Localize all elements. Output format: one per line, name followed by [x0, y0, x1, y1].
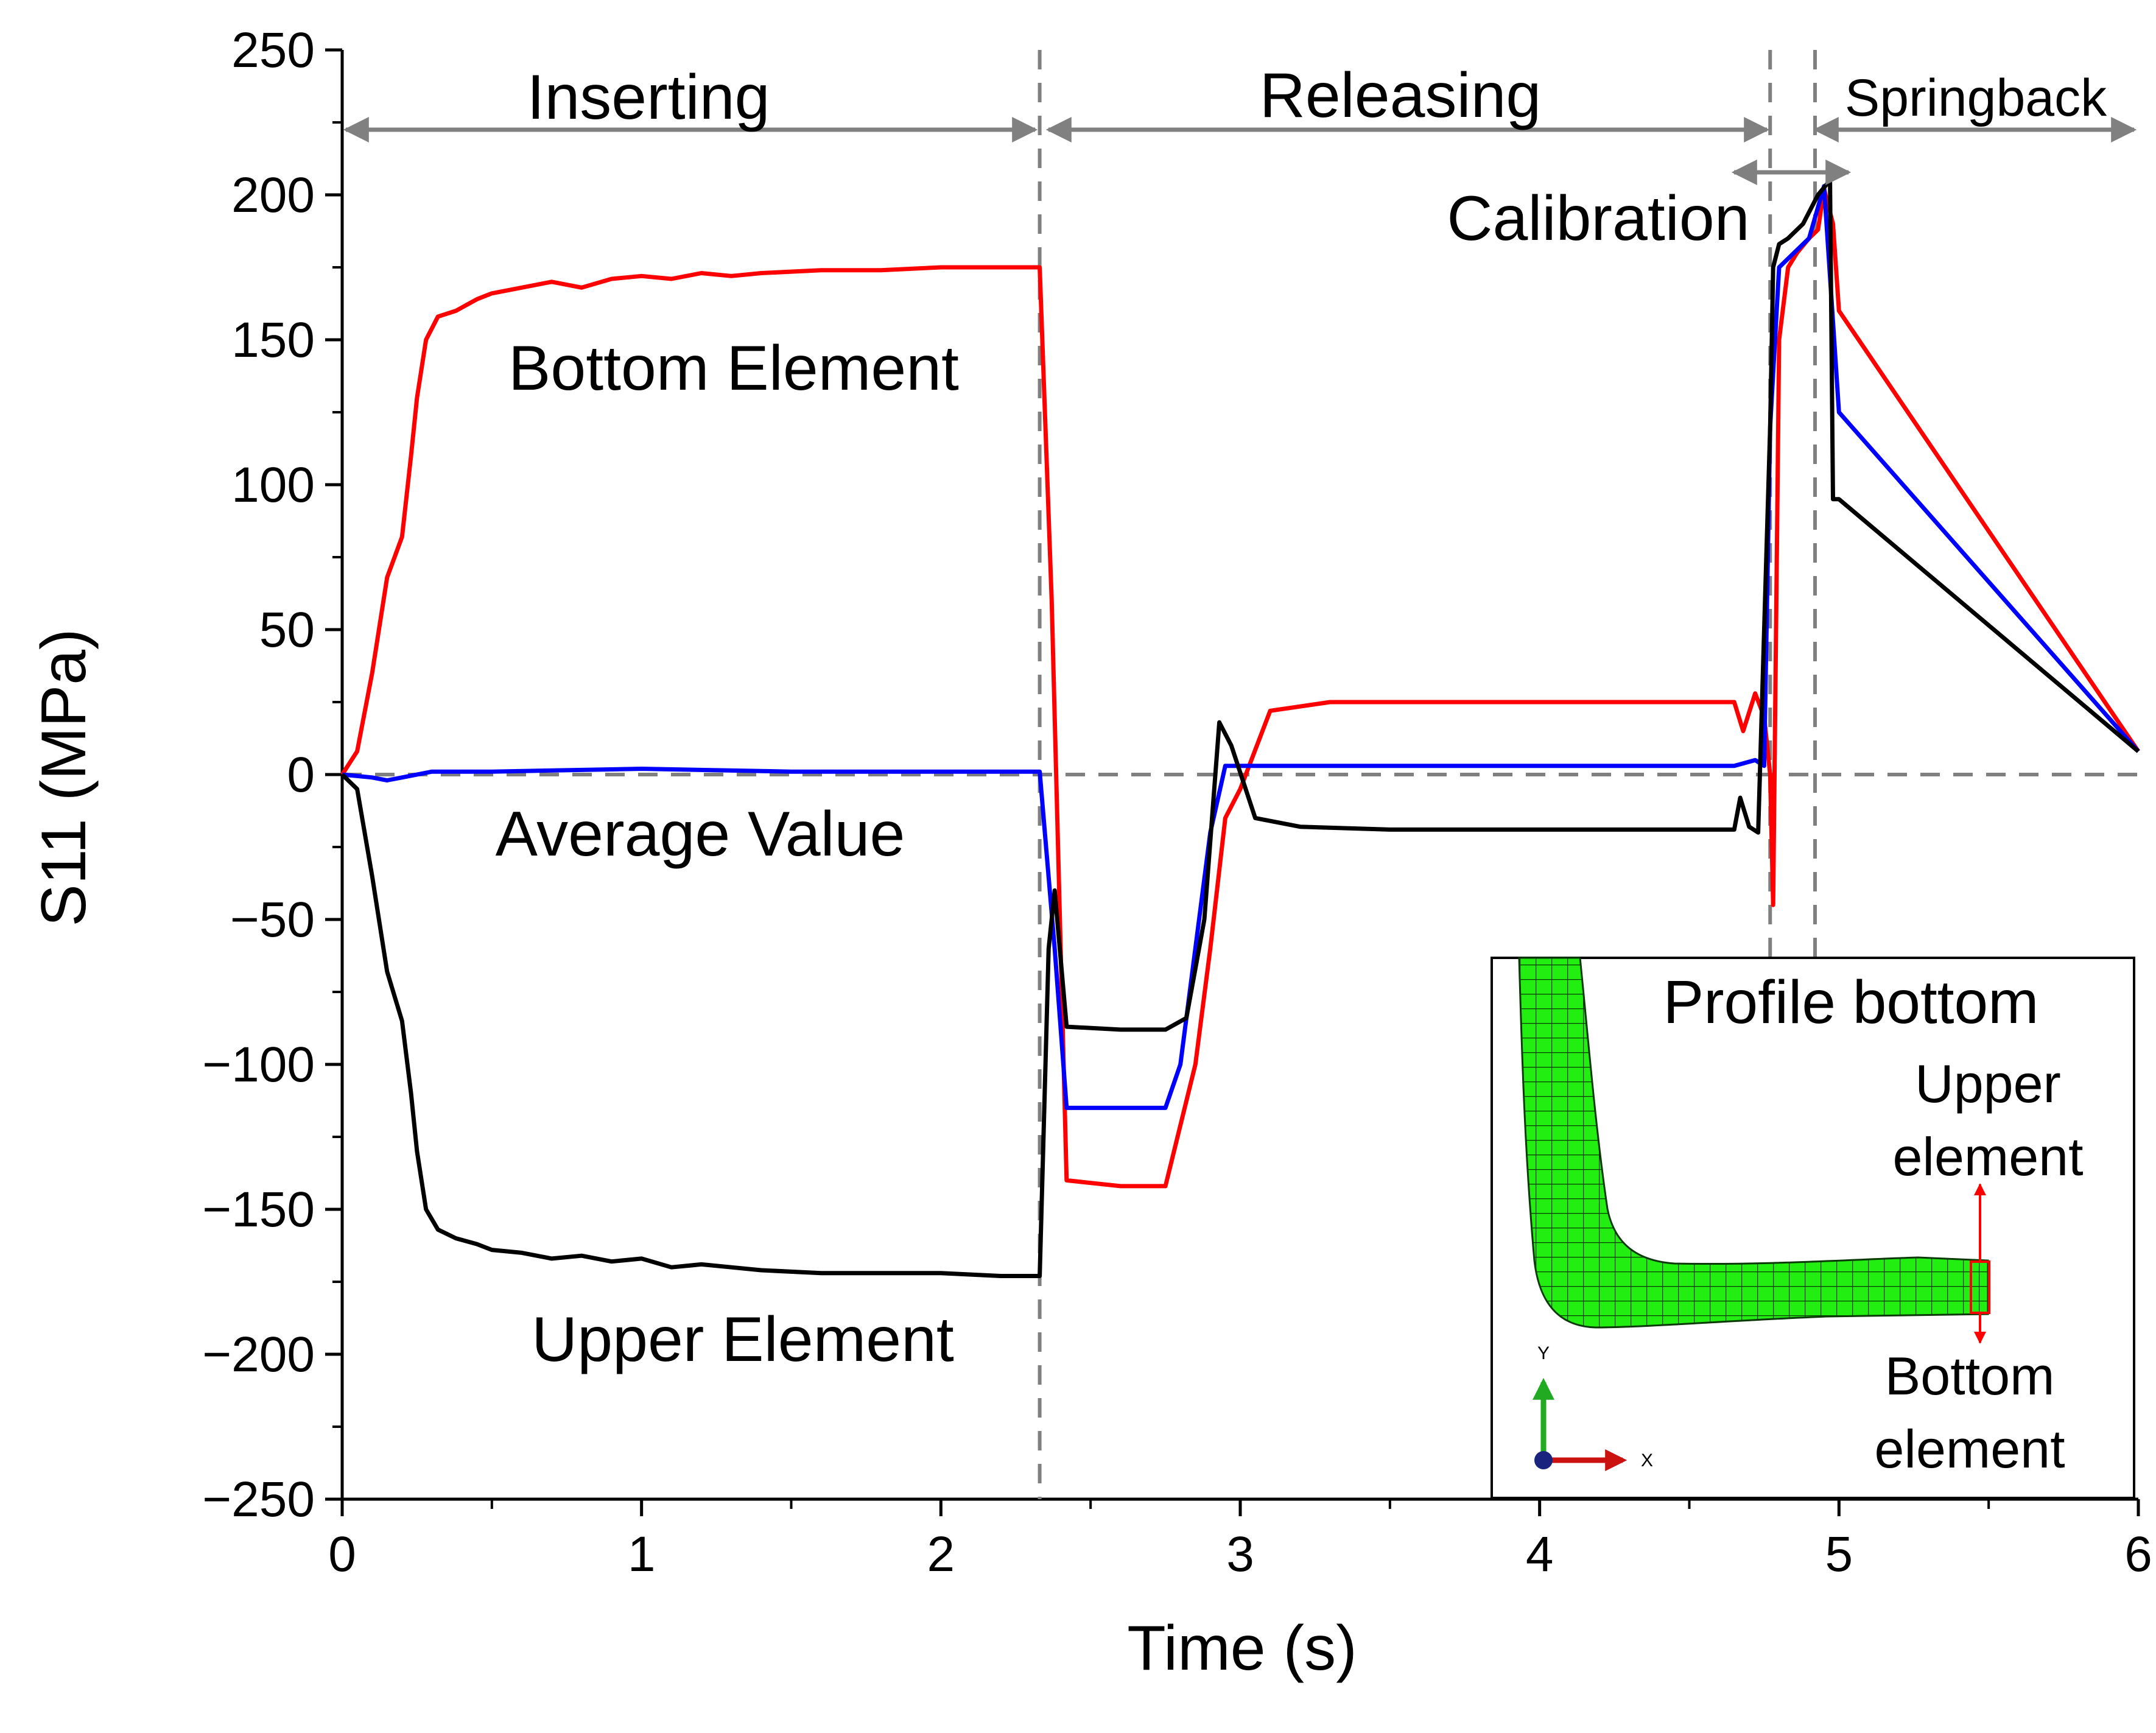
- x-axis-title: Time (s): [1127, 1613, 1357, 1684]
- y-tick-label: 200: [231, 167, 315, 223]
- y-tick-label: 150: [231, 312, 315, 368]
- x-tick-label: 5: [1825, 1527, 1853, 1582]
- coord-y-letter: Y: [1537, 1343, 1550, 1363]
- phase-label-calibration: Calibration: [1447, 183, 1749, 254]
- phase-label-inserting: Inserting: [527, 62, 770, 133]
- y-tick-label: −150: [202, 1182, 315, 1237]
- axes: 0 1 2 3 4 5 6 250 200 150 100 50 0 −50 −100 −150 −200 −25…: [202, 23, 2152, 1582]
- y-tick-label: −200: [202, 1327, 315, 1382]
- x-tick-label: 2: [927, 1527, 955, 1582]
- coord-origin: [1534, 1451, 1553, 1469]
- coord-x-letter: X: [1641, 1450, 1653, 1471]
- phase-label-releasing: Releasing: [1260, 60, 1542, 131]
- curve-annotations: Bottom Element Average Value Upper Eleme…: [496, 333, 959, 1375]
- inset-title: Profile bottom: [1663, 968, 2039, 1036]
- label-bottom-element: Bottom Element: [508, 333, 959, 404]
- label-average-value: Average Value: [496, 799, 905, 870]
- profile-inset: Profile bottom Upper element Bottom elem…: [1491, 957, 2135, 1499]
- inset-bottom-label-2: element: [1874, 1419, 2065, 1479]
- y-tick-label: −100: [202, 1037, 315, 1092]
- x-tick-label: 0: [328, 1527, 356, 1582]
- y-tick-label: 50: [259, 602, 315, 658]
- inset-bottom-label-1: Bottom: [1885, 1346, 2055, 1406]
- x-tick-label: 1: [628, 1527, 656, 1582]
- x-tick-label: 3: [1226, 1527, 1254, 1582]
- y-tick-label: −250: [202, 1472, 315, 1527]
- phase-annotations: Inserting Releasing Calibration Springba…: [343, 60, 2137, 254]
- inset-upper-label-1: Upper: [1915, 1053, 2061, 1114]
- y-tick-label: 250: [231, 23, 315, 78]
- y-tick-label: 0: [287, 747, 315, 803]
- phase-label-springback: Springback: [1845, 69, 2107, 127]
- label-upper-element: Upper Element: [532, 1304, 954, 1375]
- y-axis-title: S11 (MPa): [29, 628, 99, 926]
- y-tick-label: 100: [231, 457, 315, 513]
- data-series: [341, 178, 2140, 1278]
- x-tick-label: 4: [1526, 1527, 1554, 1582]
- series-line-upper-element: [341, 178, 2140, 1278]
- series-line-bottom-element: [341, 187, 2140, 1189]
- x-tick-label: 6: [2124, 1527, 2152, 1582]
- inset-upper-label-2: element: [1892, 1127, 2083, 1187]
- y-tick-label: −50: [230, 892, 315, 947]
